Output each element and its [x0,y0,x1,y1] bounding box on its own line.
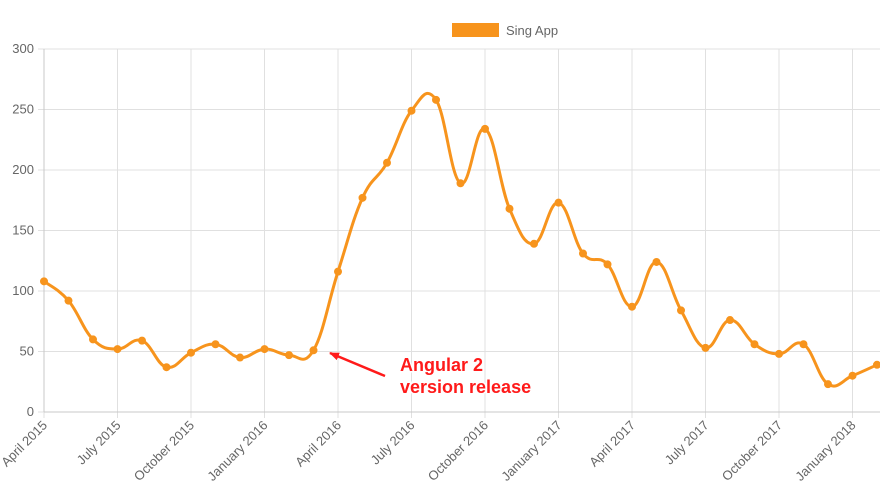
data-point[interactable] [162,363,171,372]
data-point[interactable] [750,340,759,349]
y-tick-label: 250 [12,102,34,117]
gridlines [38,48,880,418]
annotation: Angular 2 version release [329,351,533,399]
x-tick-label: April 2016 [292,418,344,470]
legend-swatch[interactable] [452,23,499,37]
data-point[interactable] [113,345,122,354]
y-tick-label: 300 [12,41,34,56]
data-point[interactable] [824,380,832,389]
x-tick-label: April 2017 [586,418,638,470]
data-point[interactable] [530,239,538,248]
x-tick-label: October 2016 [425,418,491,484]
x-tick-label: October 2015 [131,418,197,484]
data-point[interactable] [432,95,440,104]
x-tick-label: April 2015 [0,418,50,470]
data-point[interactable] [358,193,367,202]
data-points [40,95,880,389]
data-point[interactable] [554,198,563,207]
x-tick-label: July 2016 [368,418,418,468]
data-point[interactable] [677,306,685,315]
data-point[interactable] [64,296,73,305]
data-point[interactable] [334,267,342,276]
y-tick-label: 0 [27,404,34,419]
data-point[interactable] [505,204,514,213]
legend-label[interactable]: Sing App [506,23,558,38]
data-point[interactable] [89,335,97,344]
data-point[interactable] [701,343,710,352]
annotation-arrow [329,351,386,378]
data-point[interactable] [579,249,587,258]
data-point[interactable] [211,340,220,349]
annotation-text-line2: version release [400,377,531,397]
data-point[interactable] [481,124,489,133]
data-point[interactable] [456,179,465,188]
y-axis-tick-labels: 0 50 100 150 200 250 300 [12,41,34,419]
x-tick-label: January 2017 [498,418,564,484]
x-tick-label: January 2018 [792,418,858,484]
data-point[interactable] [383,158,391,167]
data-point[interactable] [799,340,808,349]
data-point[interactable] [309,346,318,355]
data-point[interactable] [40,277,48,286]
data-point[interactable] [260,345,269,354]
data-point[interactable] [407,106,416,115]
x-axis-tick-labels: April 2015 July 2015 October 2015 January 2… [0,418,859,484]
x-tick-label: January 2016 [204,418,270,484]
x-tick-label: July 2015 [74,418,124,468]
y-tick-label: 200 [12,162,34,177]
data-point[interactable] [726,316,734,325]
data-point[interactable] [236,353,244,362]
x-tick-label: July 2017 [662,418,712,468]
data-point[interactable] [873,360,880,369]
y-tick-label: 100 [12,283,34,298]
data-point[interactable] [775,349,783,358]
axes [43,49,880,413]
x-tick-label: October 2017 [719,418,785,484]
data-point[interactable] [187,348,195,357]
data-point[interactable] [603,260,612,269]
data-point[interactable] [652,257,661,266]
data-point[interactable] [138,336,146,345]
legend[interactable]: Sing App [452,23,558,38]
annotation-text-line1: Angular 2 [400,355,483,375]
data-point[interactable] [628,302,636,311]
data-point[interactable] [848,371,857,380]
data-point[interactable] [285,351,293,360]
y-tick-label: 150 [12,223,34,238]
y-tick-label: 50 [20,344,34,359]
